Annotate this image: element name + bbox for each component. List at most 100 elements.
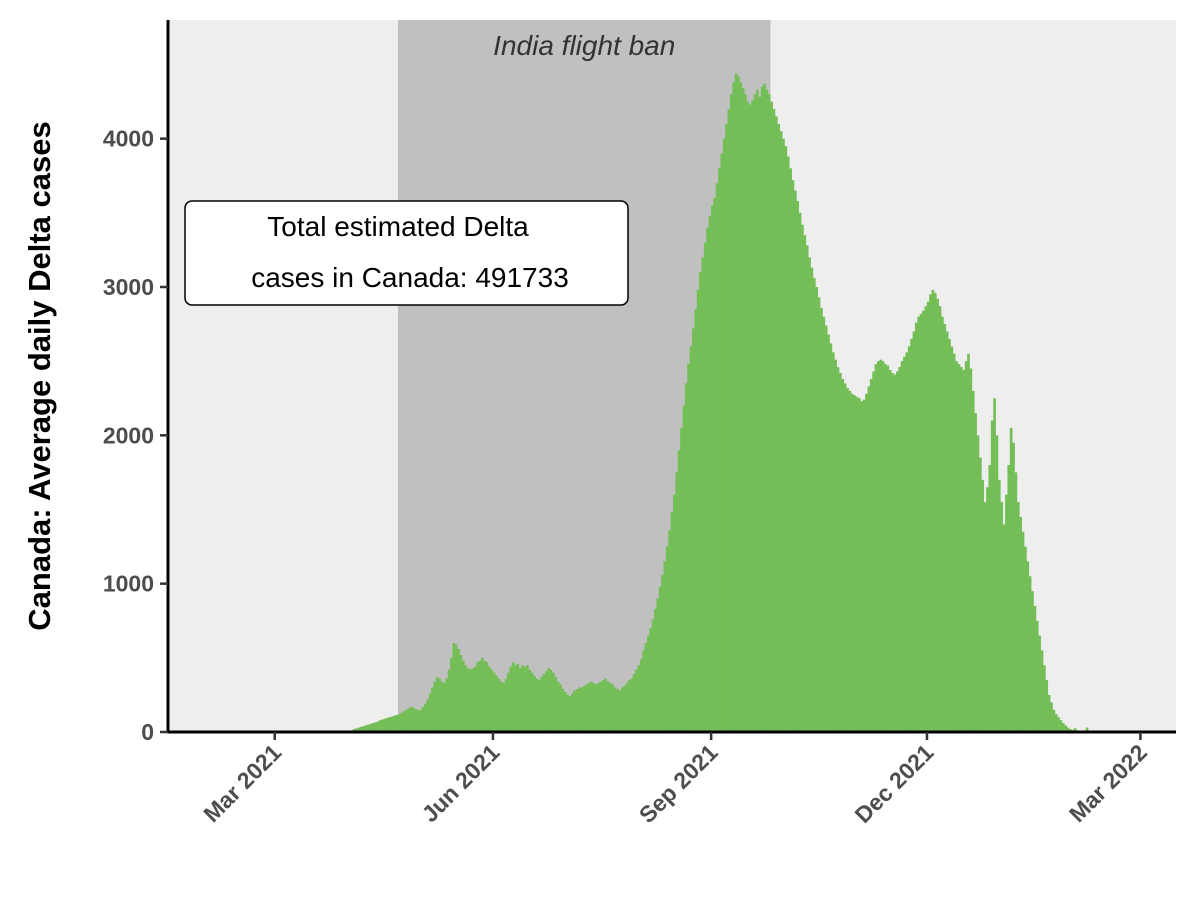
bar [405, 709, 408, 732]
bar [544, 671, 548, 732]
bar [952, 353, 956, 732]
y-tick-label: 4000 [103, 126, 154, 152]
bar [777, 123, 781, 733]
bar [767, 94, 771, 732]
bar [450, 657, 453, 732]
bar [917, 316, 920, 732]
bar [737, 76, 740, 732]
bar [523, 666, 527, 732]
bar [457, 648, 460, 732]
bar [950, 346, 954, 732]
bar [582, 686, 586, 732]
bar [642, 650, 645, 732]
bar [431, 687, 434, 732]
bar [829, 343, 833, 732]
bar [571, 693, 574, 732]
bar [492, 672, 496, 732]
bar [1019, 516, 1022, 732]
bar [689, 346, 693, 732]
bar [1024, 546, 1027, 732]
x-tick-label: Dec 2021 [850, 739, 939, 828]
bar [478, 660, 482, 732]
bar [772, 109, 776, 732]
bar [566, 694, 569, 732]
bar [782, 138, 785, 732]
bar [687, 364, 690, 732]
bar [649, 628, 652, 732]
bar [525, 665, 529, 732]
bar [805, 245, 809, 732]
annotation-box [184, 200, 629, 306]
bar [990, 420, 994, 732]
bar [502, 683, 505, 732]
bar [729, 94, 733, 732]
bar [1007, 465, 1011, 732]
bar [442, 683, 446, 732]
bar [846, 387, 849, 732]
bar [1062, 723, 1065, 732]
bar [438, 678, 441, 732]
bar [549, 669, 553, 732]
bar [791, 180, 795, 732]
bar [1009, 427, 1013, 732]
bar [454, 644, 458, 732]
bar [447, 669, 451, 732]
bar [858, 398, 861, 732]
bar [568, 696, 572, 732]
bar [784, 146, 788, 733]
bar [872, 371, 875, 732]
bars-group [352, 73, 1089, 733]
x-tick-label: Sep 2021 [634, 739, 723, 828]
bar [1054, 714, 1058, 732]
bar [471, 668, 475, 732]
bar [922, 310, 925, 732]
bar [748, 104, 752, 733]
bar [836, 367, 840, 732]
bar [841, 378, 845, 732]
bar [926, 301, 930, 732]
bar [727, 109, 731, 732]
bar [587, 683, 591, 732]
bar [369, 723, 373, 732]
bar [1045, 680, 1049, 732]
bar [616, 688, 619, 732]
bar [381, 719, 384, 732]
bar [964, 361, 968, 732]
bar [580, 687, 584, 732]
bar [504, 678, 508, 732]
bar [383, 718, 387, 732]
bar [663, 561, 667, 732]
bar [428, 693, 432, 732]
annotation-line-1: Total estimated Delta [267, 211, 529, 242]
bar [713, 198, 717, 732]
bar [424, 703, 427, 732]
bar [416, 710, 420, 732]
bar [734, 73, 738, 732]
bar [744, 94, 747, 732]
bar [1012, 442, 1015, 732]
x-tick-label: Mar 2022 [1064, 739, 1152, 827]
bar [933, 292, 937, 732]
bar [888, 370, 892, 732]
bar [618, 690, 622, 732]
bar [1016, 502, 1020, 732]
bar [1064, 725, 1068, 732]
bar [386, 717, 389, 732]
bar [763, 83, 766, 733]
bar [514, 665, 517, 732]
bar [758, 97, 762, 733]
bar [843, 383, 847, 732]
bar [355, 728, 358, 732]
bar [699, 272, 702, 732]
bar [986, 487, 989, 732]
bar [590, 681, 593, 732]
bar [753, 94, 757, 732]
bar [929, 294, 932, 732]
bar [810, 267, 814, 732]
bar [914, 322, 918, 732]
bar [682, 405, 686, 732]
bar [817, 297, 821, 732]
bar [490, 669, 494, 732]
bar [732, 82, 736, 733]
bar [706, 227, 709, 732]
